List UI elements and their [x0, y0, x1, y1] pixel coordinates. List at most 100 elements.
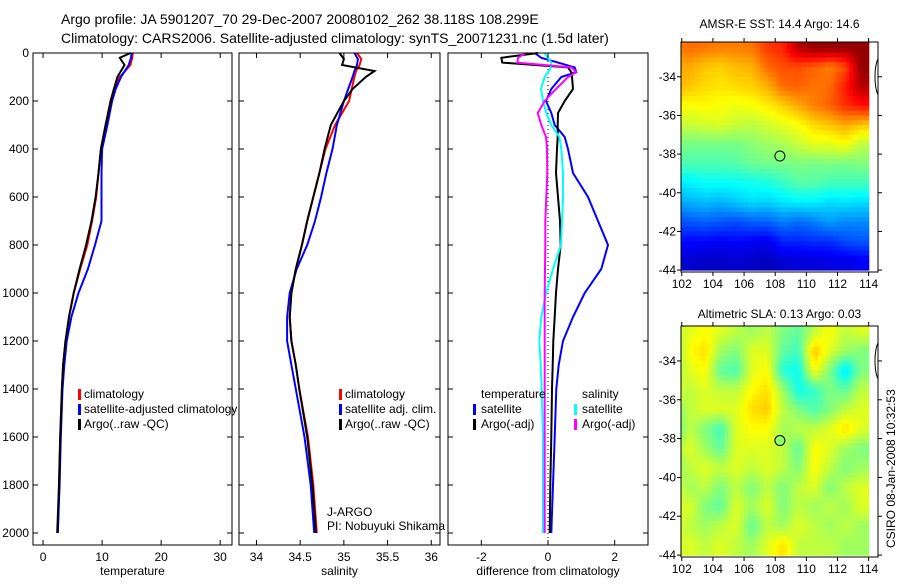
heatmap-cell: [744, 53, 749, 58]
heatmap-cell: [701, 516, 706, 522]
heatmap-cell: [694, 159, 699, 164]
heatmap-cell: [849, 487, 854, 493]
heatmap-cell: [775, 193, 780, 198]
heatmap-cell: [740, 120, 745, 125]
heatmap-cell: [857, 231, 862, 236]
heatmap-cell: [690, 429, 695, 435]
heatmap-cell: [783, 521, 788, 527]
heatmap-cell: [845, 111, 850, 116]
heatmap-cell: [818, 385, 823, 391]
heatmap-cell: [721, 260, 726, 265]
heatmap-cell: [791, 492, 796, 498]
heatmap-cell: [764, 366, 769, 372]
heatmap-cell: [736, 434, 741, 440]
heatmap-cell: [779, 202, 784, 207]
heatmap-cell: [822, 337, 827, 343]
heatmap-cell: [740, 487, 745, 493]
heatmap-cell: [861, 159, 866, 164]
heatmap-cell: [740, 101, 745, 106]
heatmap-cell: [803, 327, 808, 333]
heatmap-cell: [725, 188, 730, 193]
heatmap-cell: [861, 521, 866, 527]
heatmap-cell: [744, 111, 749, 116]
heatmap-cell: [791, 366, 796, 372]
heatmap-cell: [803, 351, 808, 357]
heatmap-cell: [838, 346, 843, 352]
heatmap-cell: [791, 497, 796, 503]
heatmap-cell: [736, 144, 741, 149]
heatmap-cell: [690, 361, 695, 367]
heatmap-cell: [849, 169, 854, 174]
heatmap-cell: [779, 115, 784, 120]
heatmap-cell: [857, 144, 862, 149]
heatmap-cell: [853, 443, 858, 449]
heatmap-cell: [694, 140, 699, 145]
heatmap-cell: [853, 125, 858, 130]
heatmap-cell: [729, 429, 734, 435]
heatmap-cell: [717, 173, 722, 178]
heatmap-cell: [678, 346, 683, 352]
heatmap-cell: [841, 144, 846, 149]
y-tick-label: 400: [9, 142, 29, 156]
heatmap-cell: [834, 507, 839, 513]
heatmap-cell: [775, 366, 780, 372]
heatmap-cell: [841, 130, 846, 135]
heatmap-cell: [799, 473, 804, 479]
heatmap-cell: [717, 236, 722, 241]
heatmap-cell: [795, 351, 800, 357]
heatmap-cell: [764, 371, 769, 377]
heatmap-cell: [865, 405, 870, 411]
heatmap-cell: [791, 424, 796, 430]
heatmap-cell: [729, 424, 734, 430]
heatmap-cell: [705, 453, 710, 459]
heatmap-cell: [826, 188, 831, 193]
heatmap-cell: [803, 380, 808, 386]
heatmap-cell: [861, 366, 866, 372]
heatmap-cell: [845, 332, 850, 338]
y-tick-label: 0: [22, 46, 29, 60]
heatmap-cell: [725, 346, 730, 352]
heatmap-cell: [810, 414, 815, 420]
heatmap-cell: [725, 265, 730, 270]
heatmap-cell: [822, 43, 827, 48]
heatmap-cell: [775, 507, 780, 513]
heatmap-cell: [701, 236, 706, 241]
heatmap-cell: [701, 322, 706, 328]
heatmap-cell: [810, 193, 815, 198]
heatmap-cell: [725, 202, 730, 207]
heatmap-cell: [705, 448, 710, 454]
heatmap-cell: [705, 87, 710, 92]
heatmap-cell: [865, 400, 870, 406]
heatmap-cell: [725, 212, 730, 217]
heatmap-cell: [678, 217, 683, 222]
heatmap-cell: [678, 468, 683, 474]
heatmap-cell: [845, 477, 850, 483]
heatmap-cell: [861, 231, 866, 236]
heatmap-cell: [841, 241, 846, 246]
heatmap-cell: [729, 115, 734, 120]
heatmap-cell: [803, 58, 808, 63]
heatmap-cell: [795, 178, 800, 183]
heatmap-cell: [783, 38, 788, 43]
heatmap-cell: [779, 511, 784, 517]
heatmap-cell: [674, 414, 679, 420]
heatmap-cell: [682, 193, 687, 198]
heatmap-cell: [721, 58, 726, 63]
heatmap-cell: [838, 202, 843, 207]
heatmap-cell: [748, 424, 753, 430]
heatmap-cell: [721, 361, 726, 367]
heatmap-cell: [853, 82, 858, 87]
heatmap-cell: [803, 178, 808, 183]
heatmap-cell: [795, 371, 800, 377]
heatmap-cell: [748, 111, 753, 116]
heatmap-cell: [845, 487, 850, 493]
heatmap-cell: [779, 429, 784, 435]
heatmap-cell: [666, 502, 671, 508]
heatmap-cell: [834, 458, 839, 464]
heatmap-cell: [853, 115, 858, 120]
heatmap-cell: [709, 332, 714, 338]
heatmap-cell: [682, 361, 687, 367]
heatmap-cell: [803, 159, 808, 164]
heatmap-cell: [740, 429, 745, 435]
x-tick-label: 0: [545, 550, 552, 564]
